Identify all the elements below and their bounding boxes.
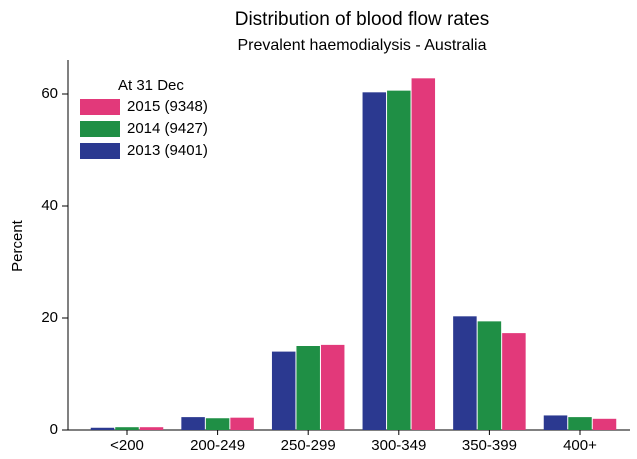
- y-axis-label: Percent: [9, 219, 26, 272]
- bar: [592, 418, 617, 430]
- bar: [296, 346, 320, 430]
- bar: [387, 90, 411, 430]
- legend-swatch: [80, 143, 120, 159]
- bar: [139, 427, 164, 430]
- bar: [362, 92, 387, 430]
- bar: [320, 344, 345, 430]
- x-tick-label: 200-249: [190, 437, 245, 454]
- x-tick-label: 350-399: [462, 437, 517, 454]
- legend-label: 2014 (9427): [127, 120, 208, 137]
- legend-swatch: [80, 121, 120, 137]
- bar: [205, 418, 230, 430]
- bar: [230, 417, 254, 430]
- x-tick-label: 300-349: [371, 437, 426, 454]
- legend-label: 2015 (9348): [127, 98, 208, 115]
- x-tick-label: <200: [110, 437, 144, 454]
- bar: [502, 333, 526, 430]
- bar: [90, 427, 115, 430]
- legend-swatch: [80, 99, 120, 115]
- bar: [568, 417, 592, 430]
- bar: [477, 321, 502, 430]
- bar: [181, 417, 205, 430]
- y-tick-label: 20: [41, 309, 58, 326]
- y-tick-label: 0: [50, 421, 58, 438]
- bar: [271, 351, 296, 430]
- bar: [543, 415, 568, 430]
- x-tick-label: 250-299: [281, 437, 336, 454]
- bar: [453, 316, 477, 430]
- bar: [411, 78, 436, 430]
- legend-label: 2013 (9401): [127, 142, 208, 159]
- legend-title: At 31 Dec: [118, 77, 184, 94]
- y-tick-label: 60: [41, 85, 58, 102]
- chart-title: Distribution of blood flow rates: [235, 9, 490, 30]
- chart-subtitle: Prevalent haemodialysis - Australia: [237, 37, 486, 54]
- x-tick-label: 400+: [563, 437, 597, 454]
- bar: [115, 427, 139, 430]
- y-tick-label: 40: [41, 197, 58, 214]
